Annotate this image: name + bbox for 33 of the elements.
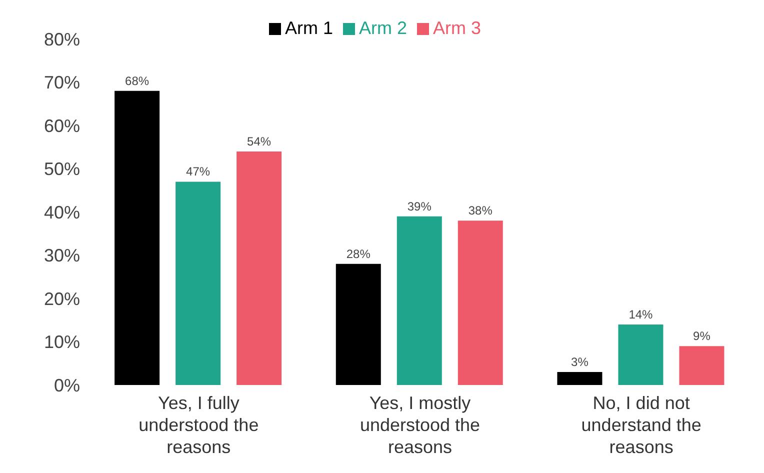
x-tick-label: No, I did not understand the reasons: [581, 393, 702, 457]
y-tick-label: 70%: [44, 72, 80, 93]
legend-label: Arm 2: [358, 18, 407, 38]
y-tick-label: 30%: [44, 246, 80, 266]
bar: [236, 151, 282, 385]
y-tick-label: 80%: [44, 29, 80, 50]
bar: [176, 182, 221, 385]
y-tick-label: 60%: [44, 116, 80, 136]
data-label: 47%: [186, 164, 210, 179]
bar: [114, 90, 160, 385]
y-tick-label: 10%: [44, 332, 80, 352]
data-label: 68%: [125, 74, 150, 88]
y-tick-label: 50%: [44, 159, 80, 180]
x-tick-label: Yes, I mostly understood the reasons: [360, 393, 480, 457]
legend-label: Arm 1: [284, 18, 333, 38]
bar: [679, 346, 724, 385]
bar: [618, 324, 664, 385]
y-tick-label: 0%: [54, 375, 80, 396]
data-label: 9%: [693, 329, 711, 344]
y-tick-label: 20%: [44, 288, 80, 309]
y-tick-label: 40%: [44, 202, 80, 222]
data-label: 38%: [468, 204, 493, 218]
bar: [396, 216, 442, 385]
data-label: 28%: [346, 246, 371, 261]
legend-label: Arm 3: [433, 18, 482, 38]
data-label: 14%: [628, 307, 654, 322]
x-tick-label: Yes, I fully understood the reasons: [138, 393, 259, 457]
bar: [336, 264, 381, 385]
data-label: 39%: [407, 199, 432, 214]
data-label: 3%: [571, 355, 589, 370]
data-label: 54%: [247, 134, 272, 148]
bar: [458, 220, 503, 385]
bar: [557, 372, 602, 385]
